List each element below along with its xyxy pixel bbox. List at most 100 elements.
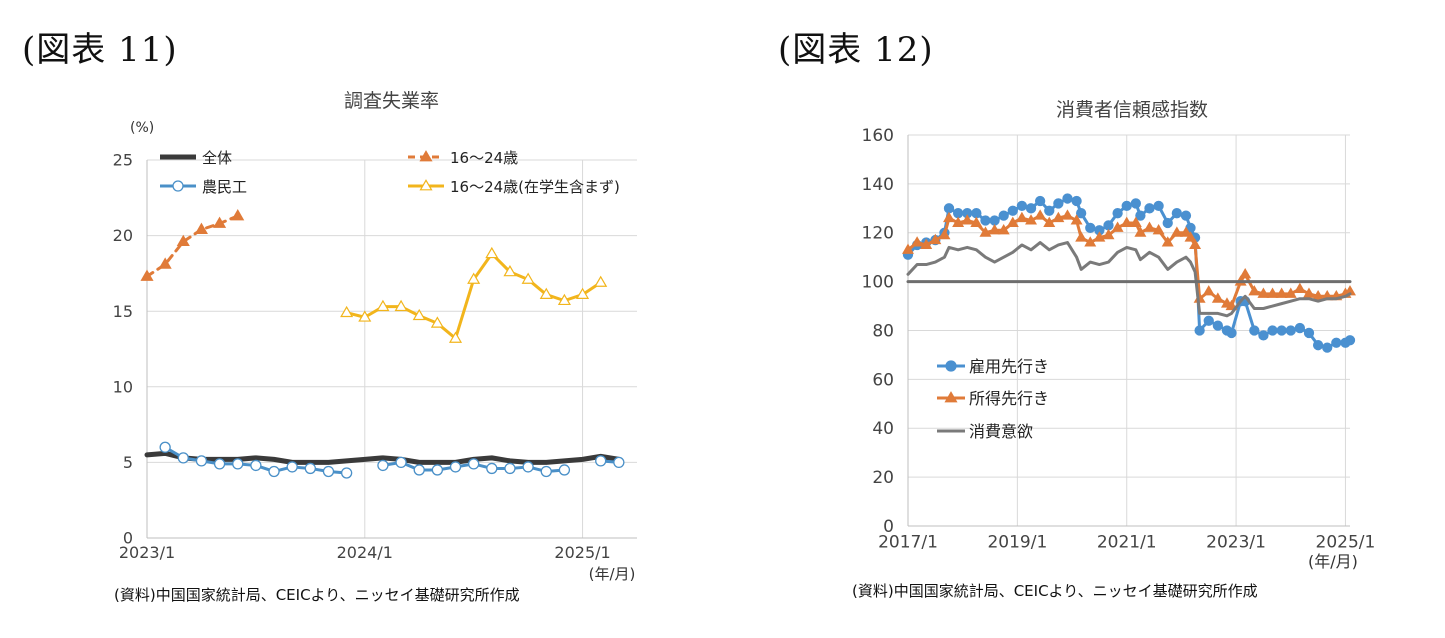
- data-point: [172, 180, 184, 192]
- data-point: [159, 441, 171, 453]
- data-point: [970, 216, 983, 227]
- data-point: [430, 316, 444, 328]
- data-point: [1203, 315, 1214, 326]
- data-point: [158, 257, 172, 269]
- data-point: [1144, 203, 1155, 214]
- data-point: [1331, 337, 1342, 348]
- x-tick-label: 2025/1: [1316, 532, 1376, 552]
- data-point: [539, 287, 553, 299]
- data-point: [1153, 200, 1164, 212]
- data-point: [194, 222, 208, 234]
- data-point: [485, 246, 499, 259]
- data-point: [1043, 216, 1056, 227]
- data-point: [448, 331, 463, 343]
- data-point: [1248, 285, 1261, 296]
- data-point: [468, 458, 480, 470]
- data-point: [250, 459, 262, 472]
- data-point: [1152, 223, 1165, 235]
- chart-12-source-note: (資料)中国国家統計局、CEICより、ニッセイ基礎研究所作成: [852, 582, 1258, 600]
- y-tick-label: 0: [883, 517, 894, 537]
- data-point: [419, 179, 433, 191]
- data-point: [322, 465, 335, 478]
- data-point: [1130, 198, 1141, 209]
- data-point: [1111, 221, 1124, 232]
- data-point: [1303, 327, 1315, 339]
- data-point: [1322, 342, 1333, 353]
- x-tick-label: 2023/1: [119, 543, 175, 562]
- y-tick-label: 25: [113, 151, 133, 170]
- data-point: [1016, 200, 1028, 212]
- data-point: [213, 216, 227, 228]
- data-point: [268, 465, 280, 478]
- y-tick-label: 0: [123, 529, 133, 548]
- data-point: [377, 459, 389, 472]
- data-point: [997, 223, 1010, 235]
- data-point: [394, 299, 408, 312]
- data-point: [1285, 325, 1296, 336]
- data-point: [486, 462, 498, 475]
- data-point: [944, 391, 958, 403]
- data-point: [1344, 335, 1356, 346]
- data-point: [540, 465, 552, 478]
- data-point: [522, 461, 534, 473]
- data-point: [943, 211, 956, 223]
- data-point: [304, 462, 316, 475]
- data-point: [1006, 216, 1019, 227]
- y-tick-label: 80: [872, 321, 894, 341]
- data-point: [413, 464, 425, 476]
- data-point: [358, 310, 372, 322]
- data-point: [231, 209, 245, 221]
- series-line: [906, 241, 1352, 318]
- y-tick-label: 60: [872, 370, 894, 390]
- data-point: [613, 456, 625, 469]
- data-point: [1225, 299, 1238, 311]
- data-point: [467, 272, 481, 284]
- data-point: [1102, 228, 1115, 240]
- data-point: [1062, 193, 1073, 204]
- chart-12-title: 消費者信頼感指数: [1056, 99, 1209, 121]
- y-axis-unit: (%): [130, 120, 154, 136]
- data-point: [395, 456, 407, 469]
- data-point: [1212, 320, 1224, 331]
- x-tick-label: 2021/1: [1097, 532, 1157, 552]
- y-tick-label: 100: [862, 273, 894, 293]
- data-point: [1267, 325, 1278, 336]
- data-point: [1161, 236, 1174, 247]
- data-point: [376, 299, 390, 312]
- data-point: [938, 228, 951, 240]
- data-point: [449, 461, 462, 473]
- data-point: [1312, 340, 1324, 351]
- data-point: [340, 467, 353, 479]
- data-point: [1071, 195, 1082, 207]
- data-point: [1294, 322, 1306, 334]
- data-point: [1034, 195, 1046, 207]
- data-point: [1007, 205, 1018, 216]
- data-point: [1293, 282, 1306, 293]
- data-point: [286, 461, 298, 473]
- series-line: [144, 450, 622, 465]
- data-point: [943, 203, 955, 214]
- data-point: [1226, 327, 1237, 339]
- data-point: [920, 238, 933, 249]
- legend-label: 農民工: [202, 178, 247, 196]
- data-point: [1025, 203, 1037, 214]
- data-point: [1239, 267, 1252, 279]
- data-point: [176, 234, 190, 247]
- data-point: [1093, 231, 1106, 242]
- data-point: [989, 215, 1000, 226]
- data-point: [1180, 210, 1192, 221]
- data-point: [557, 293, 571, 306]
- data-point: [952, 208, 964, 219]
- data-point: [1257, 287, 1270, 298]
- data-point: [1085, 222, 1096, 234]
- data-point: [1194, 325, 1205, 336]
- data-point: [945, 360, 957, 372]
- x-tick-label: 2019/1: [987, 532, 1047, 552]
- data-point: [902, 243, 914, 254]
- data-point: [195, 455, 208, 467]
- data-point: [1015, 211, 1028, 223]
- data-point: [1076, 208, 1087, 219]
- data-point: [911, 236, 924, 247]
- data-point: [1084, 236, 1097, 247]
